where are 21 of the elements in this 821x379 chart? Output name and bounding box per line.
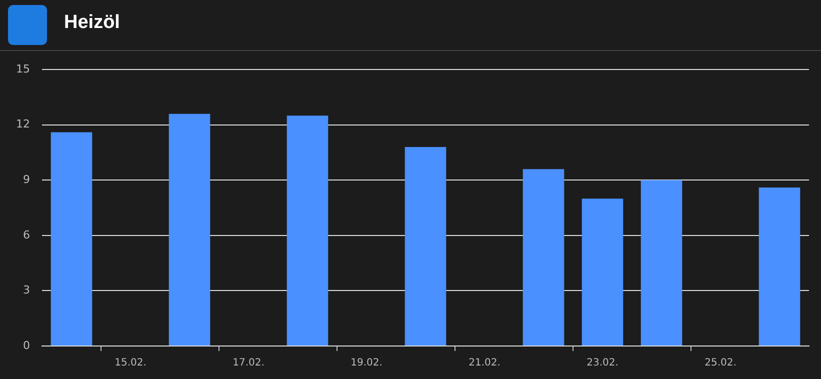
bar bbox=[168, 114, 210, 346]
bar bbox=[640, 180, 682, 346]
chart-title: Heizöl bbox=[64, 12, 120, 34]
y-tick-label: 9 bbox=[22, 173, 30, 186]
x-tick-label: 23.02. bbox=[586, 358, 618, 369]
x-tick-label: 19.02. bbox=[350, 358, 382, 369]
y-tick-label: 15 bbox=[16, 62, 30, 76]
bar bbox=[286, 116, 328, 346]
y-tick-label: 0 bbox=[22, 338, 30, 352]
y-tick-label: 6 bbox=[22, 228, 30, 242]
x-tick-label: 25.02. bbox=[704, 358, 736, 369]
bar bbox=[522, 169, 564, 346]
bar bbox=[50, 132, 92, 346]
bar bbox=[582, 198, 624, 346]
bar bbox=[758, 188, 800, 346]
y-tick-label: 12 bbox=[16, 118, 30, 131]
y-tick-label: 3 bbox=[22, 284, 30, 297]
bar bbox=[404, 146, 446, 346]
x-tick-label: 21.02. bbox=[468, 358, 500, 369]
x-tick-label: 17.02. bbox=[232, 358, 264, 369]
x-tick-label: 15.02. bbox=[114, 358, 146, 369]
